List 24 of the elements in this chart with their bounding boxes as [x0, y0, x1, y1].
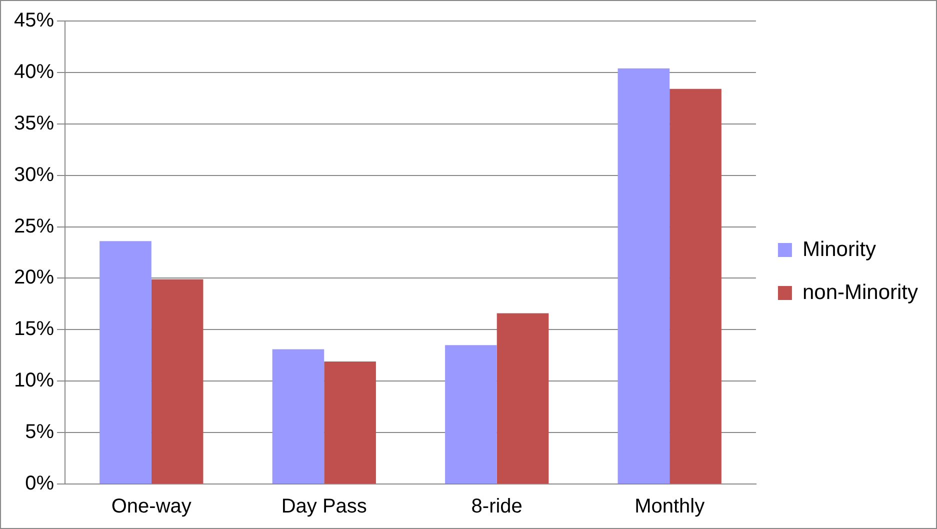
y-tick-label: 25% [14, 215, 54, 238]
bar [272, 349, 324, 484]
y-tick-label: 35% [14, 112, 54, 134]
bar [151, 279, 204, 484]
bar [496, 313, 549, 484]
legend-label: non-Minority [802, 280, 918, 304]
y-tick-label: 20% [14, 266, 54, 289]
bar [445, 345, 497, 484]
bar [670, 88, 722, 484]
bar [618, 68, 670, 484]
x-tick-label: One-way [111, 496, 192, 518]
y-tick-label: 10% [14, 370, 54, 392]
y-tick-label: 40% [14, 60, 54, 83]
x-tick-label: 8-ride [471, 496, 522, 518]
y-tick-label: 15% [14, 318, 54, 340]
x-tick-label: Monthly [634, 496, 705, 518]
x-tick-label: Day Pass [281, 496, 367, 518]
bar [324, 362, 376, 484]
legend-label: Minority [802, 238, 876, 261]
y-tick-label: 45% [14, 10, 54, 32]
bar [100, 241, 152, 484]
y-tick-label: 0% [25, 472, 54, 495]
y-tick-label: 30% [14, 164, 54, 186]
y-tick-label: 5% [25, 421, 54, 444]
